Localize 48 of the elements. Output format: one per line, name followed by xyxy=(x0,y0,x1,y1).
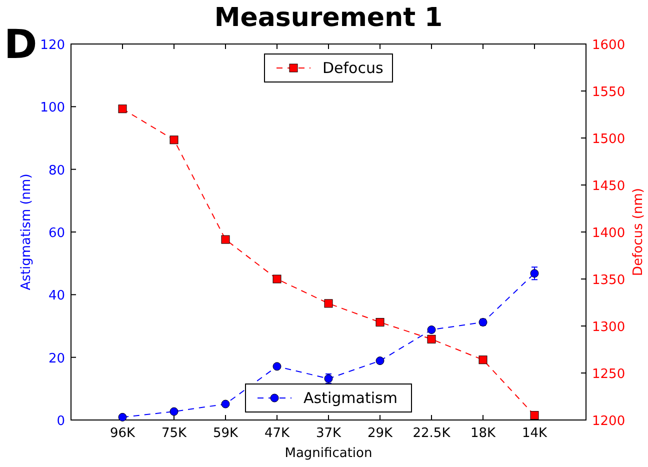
point xyxy=(530,411,539,420)
point xyxy=(427,334,436,344)
x-tick-label: 75K xyxy=(161,426,188,441)
point xyxy=(272,362,282,371)
point xyxy=(170,136,178,144)
x-tick-label: 59K xyxy=(212,426,239,441)
legend-label: Defocus xyxy=(322,59,384,77)
x-tick-label: 37K xyxy=(316,426,342,441)
y2-tick-label: 1350 xyxy=(592,273,626,288)
point xyxy=(530,269,539,278)
x-tick-label: 29K xyxy=(367,426,394,441)
y-tick-label: 120 xyxy=(40,38,65,53)
y-axis-title: Astigmatism (nm) xyxy=(19,174,34,290)
y-tick-label: 100 xyxy=(40,100,65,116)
y-tick-label: 0 xyxy=(56,414,65,429)
y-tick-label: 20 xyxy=(48,351,65,366)
y2-tick-label: 1300 xyxy=(592,320,626,335)
x-tick-label: 14K xyxy=(522,426,548,441)
text: D xyxy=(4,22,38,68)
y-tick-label: 40 xyxy=(48,288,65,304)
point xyxy=(272,274,282,284)
y2-axis-title: Defocus (nm) xyxy=(631,188,646,276)
point xyxy=(118,104,127,114)
y2-tick-label: 1250 xyxy=(592,367,626,382)
x-tick-label: 96K xyxy=(110,426,136,441)
point xyxy=(427,326,436,334)
x-tick-label: 47K xyxy=(264,426,290,441)
point xyxy=(376,356,384,366)
point xyxy=(376,318,384,326)
y2-tick-label: 1200 xyxy=(592,414,626,429)
point xyxy=(478,356,488,364)
y2-tick-label: 1450 xyxy=(592,179,626,194)
x-tick-label: 18K xyxy=(470,426,496,441)
point xyxy=(170,407,178,416)
y-tick-label: 80 xyxy=(48,163,65,178)
point xyxy=(221,235,230,244)
x-axis-title: Magnification xyxy=(284,446,372,461)
y2-tick-label: 1600 xyxy=(592,38,626,53)
x-tick-label: 22.5K xyxy=(412,426,451,441)
y2-tick-label: 1400 xyxy=(592,226,626,241)
point xyxy=(324,299,333,308)
y-tick-label: 60 xyxy=(48,226,65,241)
y2-tick-label: 1550 xyxy=(592,85,626,100)
point xyxy=(221,400,230,408)
legend-label: Astigmatism xyxy=(304,389,398,407)
chart-title: Measurement 1 xyxy=(214,3,443,33)
point xyxy=(118,412,127,422)
y2-tick-label: 1500 xyxy=(592,132,626,147)
